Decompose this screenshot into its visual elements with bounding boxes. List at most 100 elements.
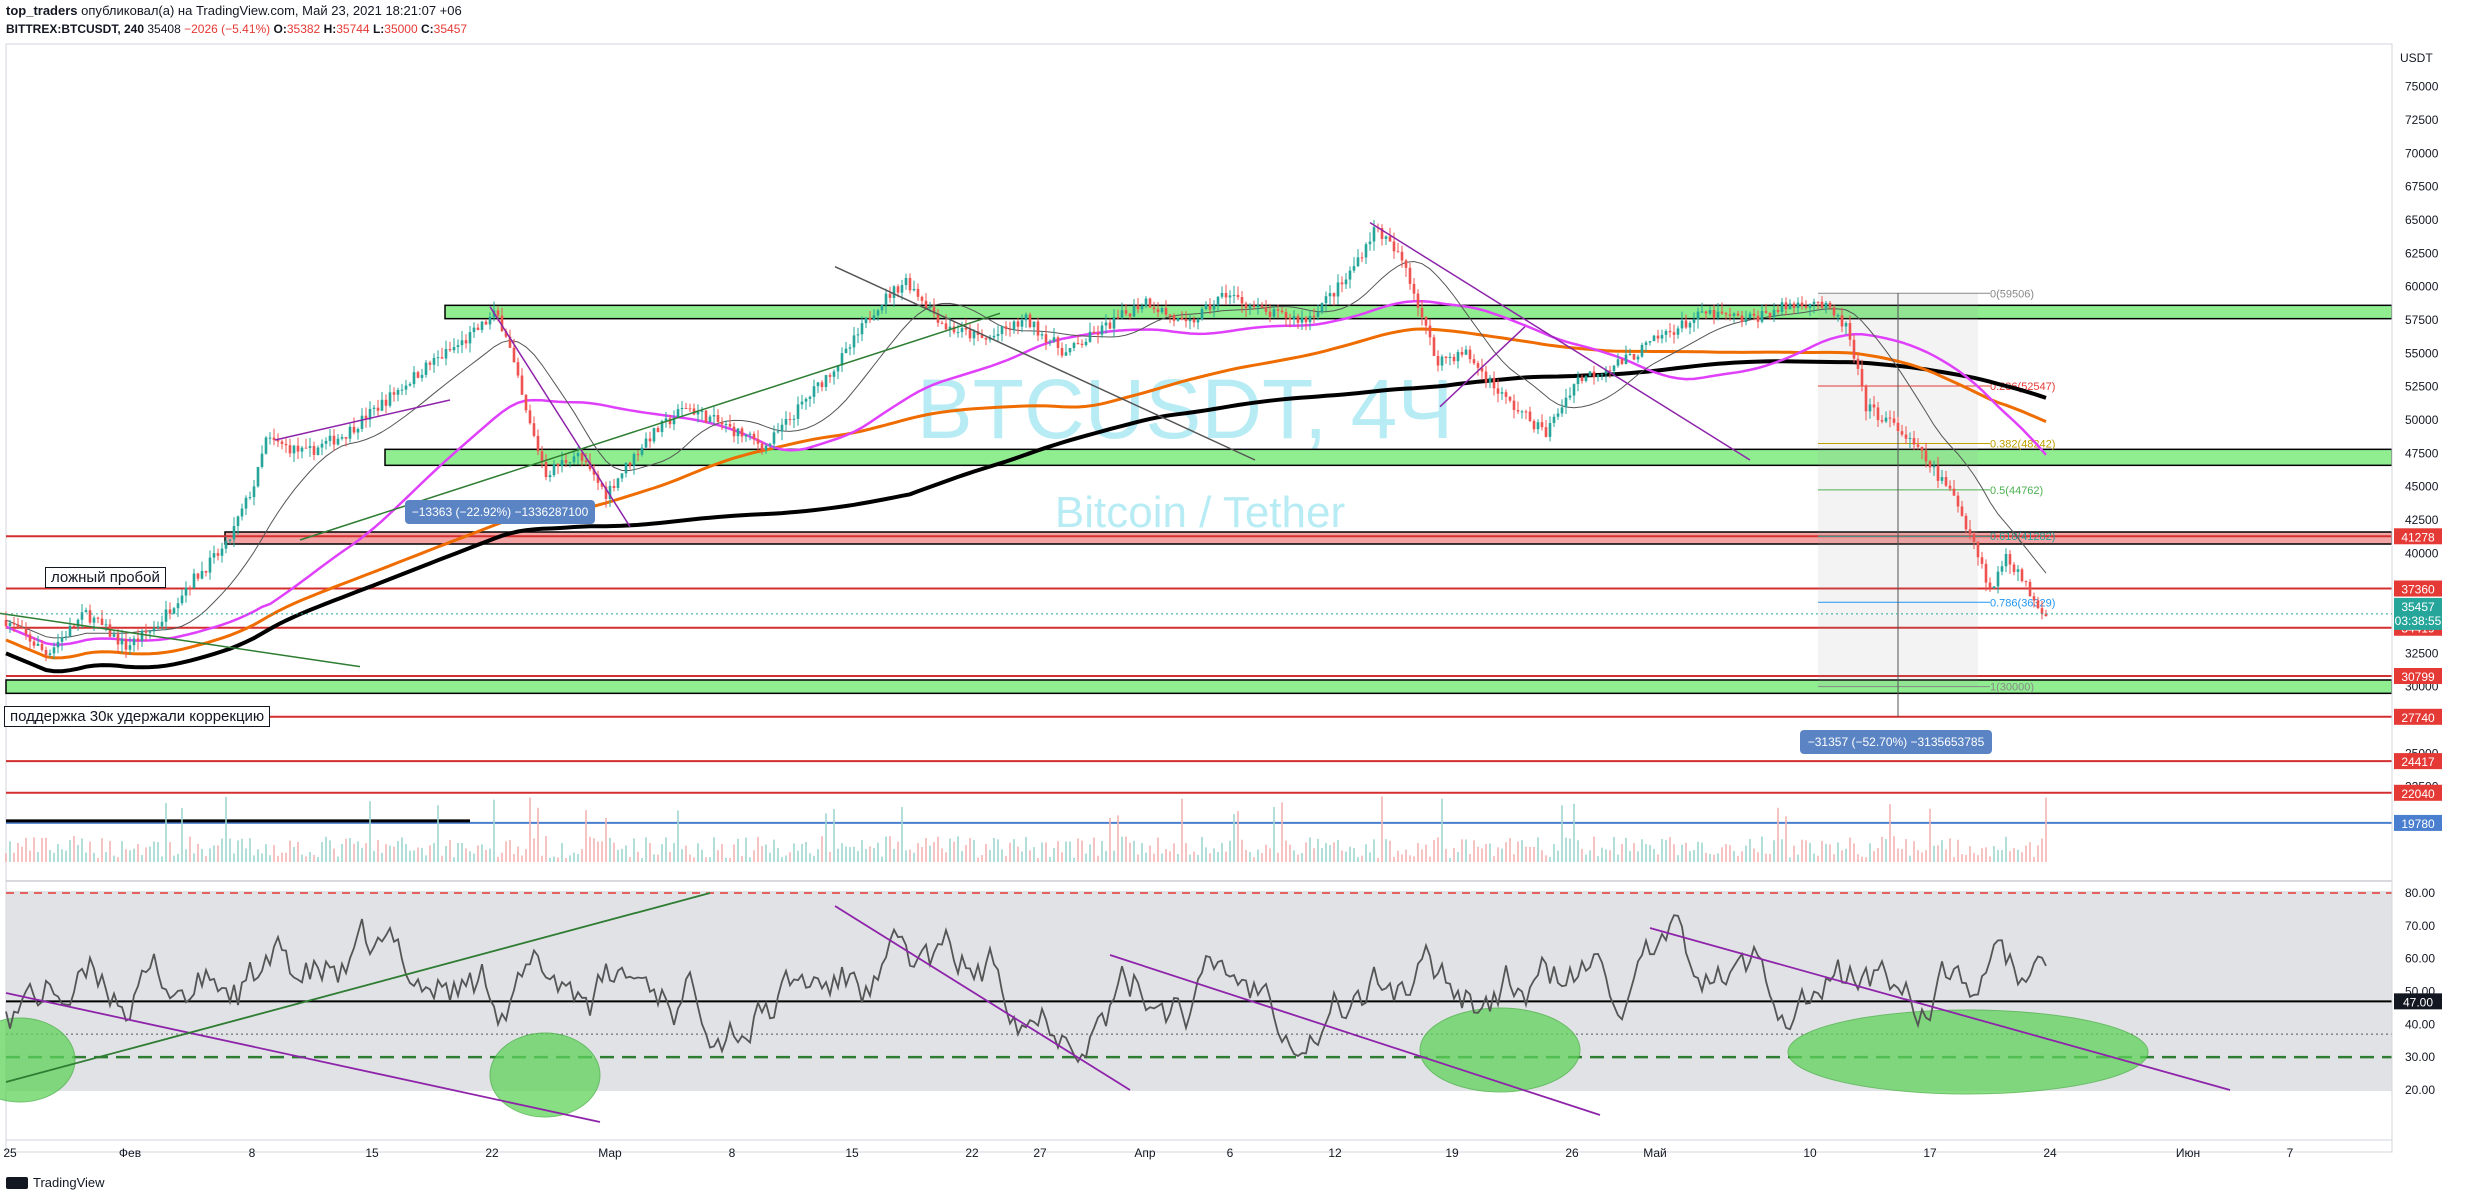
candle-body[interactable] [660,421,664,433]
candle-body[interactable] [1616,359,1620,366]
candle-body[interactable] [488,317,492,325]
candle-body[interactable] [1024,314,1028,321]
candle-body[interactable] [816,382,820,387]
candle-body[interactable] [600,482,604,487]
candle-body[interactable] [364,415,368,420]
candle-body[interactable] [1508,396,1512,401]
candle-body[interactable] [1244,303,1248,309]
candle-body[interactable] [932,306,936,314]
candle-body[interactable] [960,327,964,333]
candle-body[interactable] [1876,407,1880,421]
candle-body[interactable] [1768,312,1772,317]
candle-body[interactable] [980,334,984,338]
candle-body[interactable] [788,419,792,421]
candle-body[interactable] [716,415,720,423]
candle-body[interactable] [1424,317,1428,326]
candle-body[interactable] [1912,438,1916,445]
candle-body[interactable] [1632,353,1636,360]
price-level-badge[interactable] [2394,814,2442,831]
candle-body[interactable] [1740,315,1744,322]
candle-body[interactable] [516,362,520,376]
candle-body[interactable] [1596,374,1600,378]
candle-body[interactable] [104,624,108,626]
candle-body[interactable] [1412,283,1416,294]
candle-body[interactable] [1160,308,1164,313]
rsi-oversold-highlight[interactable] [489,1032,601,1118]
candle-body[interactable] [844,348,848,354]
candle-body[interactable] [1968,529,1972,535]
candle-body[interactable] [1516,409,1520,412]
candle-body[interactable] [1020,320,1024,327]
sma-200-line[interactable] [5,359,2047,674]
candle-body[interactable] [1168,314,1172,316]
candle-body[interactable] [1000,326,1004,335]
candle-body[interactable] [468,332,472,344]
candle-body[interactable] [332,435,336,445]
candle-body[interactable] [16,624,20,628]
candle-body[interactable] [1808,303,1812,308]
candle-body[interactable] [780,424,784,432]
support-note-label[interactable]: поддержка 30к удержали коррекцию [4,706,271,727]
candle-body[interactable] [972,331,976,339]
candle-body[interactable] [428,362,432,365]
candle-body[interactable] [1316,312,1320,317]
candle-body[interactable] [1660,334,1664,339]
candle-body[interactable] [1668,331,1672,333]
price-level-badge[interactable] [2394,668,2442,685]
candle-body[interactable] [216,553,220,556]
candle-body[interactable] [484,321,488,325]
candle-body[interactable] [432,357,436,365]
candle-body[interactable] [860,323,864,335]
candle-body[interactable] [1476,363,1480,368]
candle-body[interactable] [1796,302,1800,308]
candle-body[interactable] [740,428,744,437]
candle-body[interactable] [1704,311,1708,314]
candle-body[interactable] [1304,317,1308,323]
rsi-line[interactable] [5,914,2047,1064]
candle-body[interactable] [36,643,40,646]
candle-body[interactable] [1284,312,1288,319]
candle-body[interactable] [1752,313,1756,316]
candle-body[interactable] [1252,305,1256,308]
candle-body[interactable] [1256,305,1260,308]
candle-body[interactable] [1996,571,2000,587]
candle-body[interactable] [1380,228,1384,239]
candle-body[interactable] [464,340,468,344]
candle-body[interactable] [596,474,600,483]
candle-body[interactable] [996,334,1000,336]
candle-body[interactable] [1540,422,1544,428]
candle-body[interactable] [100,618,104,626]
candle-body[interactable] [316,447,320,455]
rsi-trendline-green[interactable] [5,892,711,1083]
candle-body[interactable] [1220,292,1224,297]
candle-body[interactable] [1408,267,1412,284]
candle-body[interactable] [664,418,668,422]
candle-body[interactable] [504,330,508,337]
candle-body[interactable] [928,306,932,309]
candle-body[interactable] [1664,331,1668,335]
candle-body[interactable] [1784,302,1788,310]
candle-body[interactable] [168,609,172,614]
candle-body[interactable] [1228,295,1232,298]
candle-body[interactable] [1280,310,1284,313]
candle-body[interactable] [352,426,356,433]
candle-body[interactable] [112,634,116,637]
candle-body[interactable] [2036,600,2040,609]
candle-body[interactable] [320,443,324,448]
candle-body[interactable] [1800,302,1804,306]
candle-body[interactable] [1080,343,1084,346]
candle-body[interactable] [1532,420,1536,430]
candle-body[interactable] [1640,344,1644,357]
candle-body[interactable] [708,416,712,423]
rsi-trendline[interactable] [5,992,601,1123]
candle-body[interactable] [1556,413,1560,417]
candle-body[interactable] [264,437,268,454]
candle-body[interactable] [404,385,408,390]
candle-body[interactable] [1384,236,1388,239]
candle-body[interactable] [1108,322,1112,329]
candle-body[interactable] [1096,333,1100,335]
candle-body[interactable] [200,570,204,579]
candle-body[interactable] [548,475,552,478]
candle-body[interactable] [300,447,304,452]
candle-body[interactable] [1124,310,1128,314]
